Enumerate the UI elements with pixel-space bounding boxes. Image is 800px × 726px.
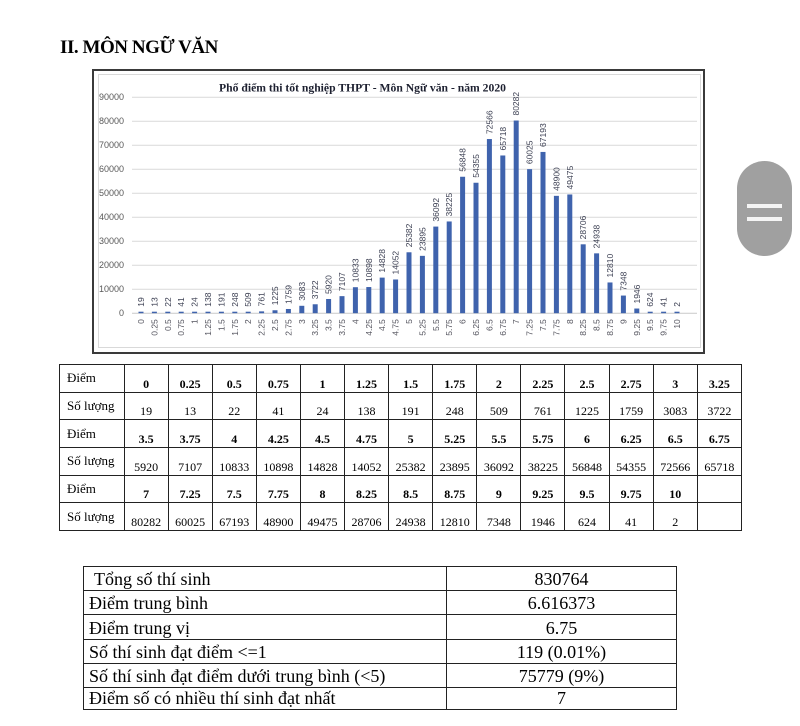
svg-text:4.25: 4.25: [364, 319, 374, 336]
svg-text:2.5: 2.5: [270, 319, 280, 331]
svg-text:25382: 25382: [404, 223, 414, 247]
svg-text:48900: 48900: [551, 167, 561, 191]
svg-text:20000: 20000: [99, 260, 124, 270]
svg-text:3.75: 3.75: [337, 319, 347, 336]
svg-text:2: 2: [243, 319, 253, 324]
svg-text:3.25: 3.25: [310, 319, 320, 336]
svg-text:2: 2: [672, 302, 682, 307]
svg-text:3722: 3722: [310, 280, 320, 299]
svg-text:12810: 12810: [605, 254, 615, 278]
svg-text:7348: 7348: [618, 271, 628, 290]
svg-text:1.75: 1.75: [230, 319, 240, 336]
svg-text:1946: 1946: [632, 284, 642, 303]
svg-text:60000: 60000: [99, 164, 124, 174]
svg-text:49475: 49475: [565, 166, 575, 190]
svg-text:56848: 56848: [458, 148, 468, 172]
svg-text:14052: 14052: [391, 251, 401, 275]
svg-text:8.5: 8.5: [592, 319, 602, 331]
svg-text:41: 41: [176, 297, 186, 307]
svg-text:0.25: 0.25: [149, 319, 159, 336]
svg-text:624: 624: [645, 292, 655, 306]
svg-text:10833: 10833: [350, 258, 360, 282]
svg-text:72566: 72566: [484, 110, 494, 134]
svg-text:5: 5: [404, 319, 414, 324]
svg-text:9.25: 9.25: [632, 319, 642, 336]
svg-text:7.75: 7.75: [551, 319, 561, 336]
svg-text:5920: 5920: [324, 275, 334, 294]
svg-text:90000: 90000: [99, 92, 124, 102]
svg-text:10: 10: [672, 319, 682, 329]
svg-text:40000: 40000: [99, 212, 124, 222]
svg-text:19: 19: [136, 297, 146, 307]
svg-text:10898: 10898: [364, 258, 374, 282]
svg-text:7: 7: [511, 319, 521, 324]
svg-text:1.5: 1.5: [216, 319, 226, 331]
svg-text:50000: 50000: [99, 188, 124, 198]
svg-text:60025: 60025: [525, 140, 535, 164]
svg-text:0: 0: [119, 308, 124, 318]
svg-text:9: 9: [618, 319, 628, 324]
svg-text:138: 138: [203, 292, 213, 306]
svg-text:1225: 1225: [270, 286, 280, 305]
svg-text:4.75: 4.75: [391, 319, 401, 336]
svg-text:6: 6: [458, 319, 468, 324]
svg-text:1.25: 1.25: [203, 319, 213, 336]
svg-text:5.75: 5.75: [444, 319, 454, 336]
svg-text:36092: 36092: [431, 198, 441, 222]
svg-text:7107: 7107: [337, 272, 347, 291]
svg-text:2.25: 2.25: [257, 319, 267, 336]
svg-text:24938: 24938: [592, 224, 602, 248]
svg-text:30000: 30000: [99, 236, 124, 246]
svg-text:7.5: 7.5: [538, 319, 548, 331]
svg-text:9.75: 9.75: [659, 319, 669, 336]
svg-text:4.5: 4.5: [377, 319, 387, 331]
svg-text:2.75: 2.75: [283, 319, 293, 336]
svg-text:6.5: 6.5: [484, 319, 494, 331]
svg-text:24: 24: [190, 297, 200, 307]
svg-text:3083: 3083: [297, 282, 307, 301]
svg-text:6.25: 6.25: [471, 319, 481, 336]
svg-text:8.25: 8.25: [578, 319, 588, 336]
svg-text:Phổ điểm thi tốt nghiệp THPT -: Phổ điểm thi tốt nghiệp THPT - Môn Ngữ v…: [219, 81, 506, 95]
svg-text:80000: 80000: [99, 116, 124, 126]
svg-text:7.25: 7.25: [525, 319, 535, 336]
svg-text:28706: 28706: [578, 215, 588, 239]
svg-text:41: 41: [659, 297, 669, 307]
svg-text:65718: 65718: [498, 127, 508, 151]
svg-text:67193: 67193: [538, 123, 548, 147]
svg-text:5.5: 5.5: [431, 319, 441, 331]
svg-text:761: 761: [257, 292, 267, 306]
svg-text:54355: 54355: [471, 154, 481, 178]
svg-text:14828: 14828: [377, 249, 387, 273]
svg-text:6.75: 6.75: [498, 319, 508, 336]
svg-text:10000: 10000: [99, 284, 124, 294]
svg-text:3: 3: [297, 319, 307, 324]
svg-text:13: 13: [149, 297, 159, 307]
svg-text:4: 4: [350, 319, 360, 324]
svg-text:248: 248: [230, 292, 240, 306]
svg-text:9.5: 9.5: [645, 319, 655, 331]
svg-text:0: 0: [136, 319, 146, 324]
svg-text:38225: 38225: [444, 193, 454, 217]
svg-text:5.25: 5.25: [417, 319, 427, 336]
svg-text:8.75: 8.75: [605, 319, 615, 336]
svg-text:80282: 80282: [511, 92, 521, 116]
svg-text:22: 22: [163, 297, 173, 307]
svg-text:0.5: 0.5: [163, 319, 173, 331]
svg-text:23895: 23895: [417, 227, 427, 251]
svg-text:509: 509: [243, 292, 253, 306]
svg-text:191: 191: [216, 292, 226, 306]
svg-text:8: 8: [565, 319, 575, 324]
svg-text:1: 1: [190, 319, 200, 324]
svg-text:0.75: 0.75: [176, 319, 186, 336]
svg-text:3.5: 3.5: [324, 319, 334, 331]
svg-text:1759: 1759: [283, 285, 293, 304]
svg-text:70000: 70000: [99, 140, 124, 150]
